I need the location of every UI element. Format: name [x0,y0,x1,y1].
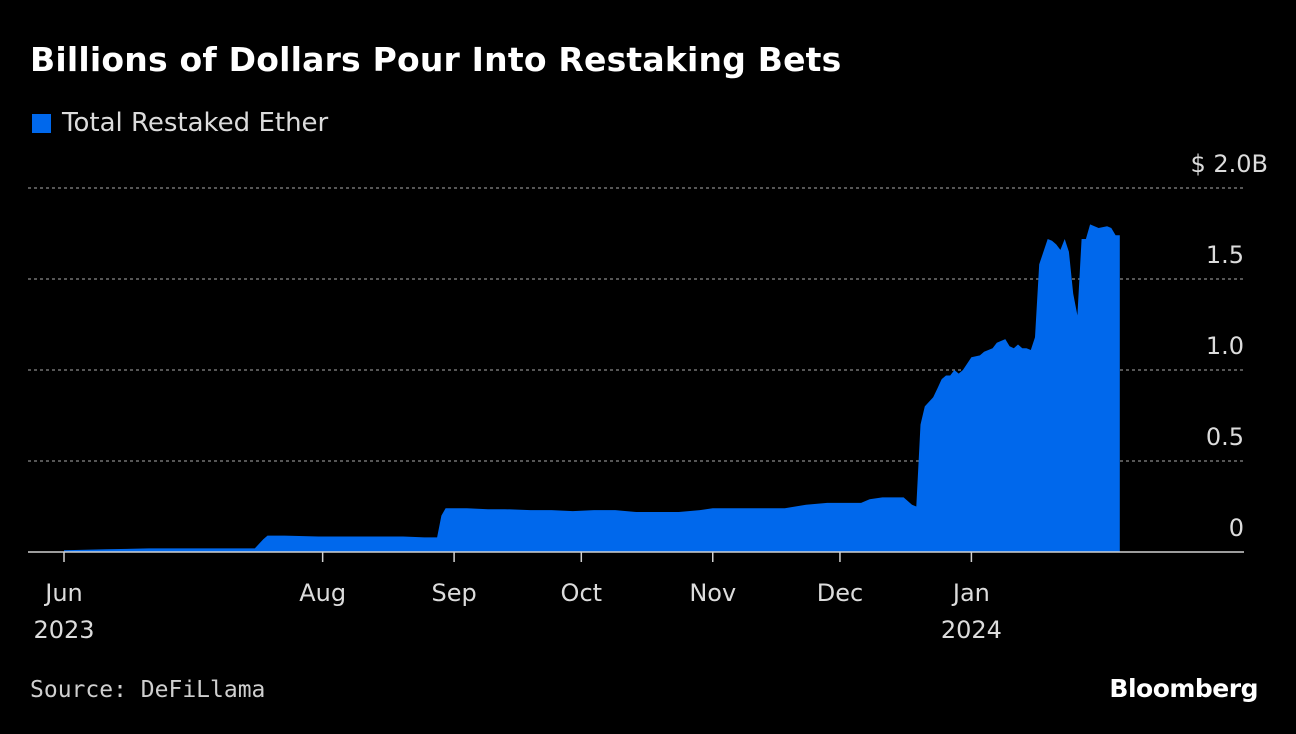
legend-label: Total Restaked Ether [62,108,329,138]
x-tick-label: Oct [561,579,603,607]
x-tick-label: Jan [951,579,990,607]
x-tick-year-label: 2024 [941,616,1002,644]
y-tick-label: $ 2.0B [1190,150,1268,178]
legend-swatch [32,113,51,133]
chart-legend: Total Restaked Ether [32,108,328,138]
y-tick-label: 1.5 [1206,241,1244,269]
x-tick-label: Dec [817,579,863,607]
bloomberg-logo: Bloomberg [1109,674,1258,703]
x-tick-label: Jun [43,579,83,607]
x-axis-labels: Jun 2023 Aug Sep Oct Nov Dec Jan 2024 [33,579,1001,644]
series-area-total-restaked-ether [64,224,1120,552]
x-tick-label: Aug [299,579,346,607]
y-tick-label: 0.5 [1206,423,1244,451]
x-tick-year-label: 2023 [33,616,94,644]
y-axis-labels: 0 0.5 1.0 1.5 $ 2.0B [1190,150,1268,542]
y-tick-label: 0 [1229,514,1244,542]
x-axis [28,551,1244,562]
series-area-layer [64,224,1120,552]
y-tick-label: 1.0 [1206,332,1244,360]
source-note: Source: DeFiLlama [30,677,266,703]
x-tick-label: Sep [431,579,476,607]
chart-title: Billions of Dollars Pour Into Restaking … [30,40,842,79]
x-tick-label: Nov [689,579,736,607]
grid-lines [28,187,1244,462]
